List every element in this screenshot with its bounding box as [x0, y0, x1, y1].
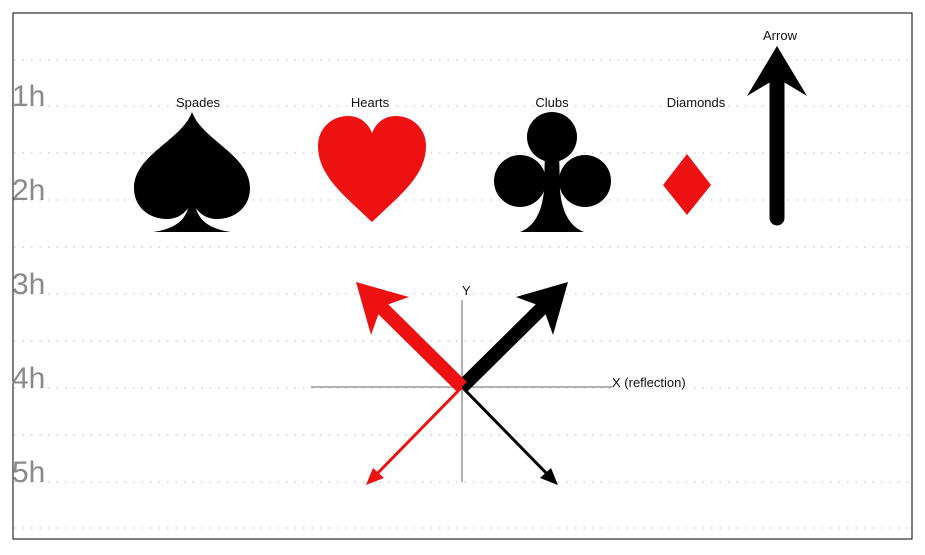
- clubs-label: Clubs: [535, 95, 569, 110]
- club-icon: [494, 112, 611, 232]
- frame: [12, 12, 913, 540]
- diamonds-label: Diamonds: [667, 95, 726, 110]
- row-label-4h: 4h: [12, 362, 45, 395]
- row-label-1h: 1h: [12, 80, 45, 113]
- arrow-icon: [747, 46, 807, 226]
- thin-black-arrow-icon: [460, 385, 558, 485]
- axes: [311, 300, 612, 482]
- spades-label: Spades: [176, 95, 221, 110]
- thick-red-arrow-icon: [356, 282, 467, 392]
- diamond-icon: [663, 154, 711, 215]
- hearts-label: Hearts: [351, 95, 390, 110]
- row-label-5h: 5h: [12, 456, 45, 489]
- heart-icon: [318, 116, 426, 222]
- row-label-2h: 2h: [12, 174, 45, 207]
- arrow-label: Arrow: [763, 28, 798, 43]
- spade-icon: [134, 112, 250, 232]
- y-axis-label: Y: [462, 283, 471, 298]
- row-label-3h: 3h: [12, 268, 45, 301]
- x-axis-label: X (reflection): [612, 375, 686, 390]
- thin-red-arrow-icon: [366, 385, 464, 485]
- thick-black-arrow-icon: [457, 282, 568, 392]
